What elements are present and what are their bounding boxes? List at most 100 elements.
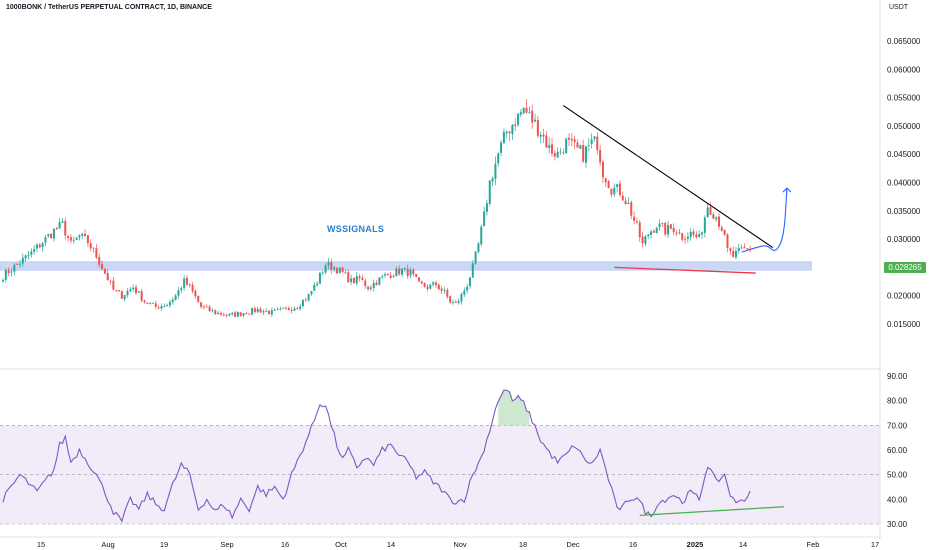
candle[interactable] xyxy=(621,191,624,201)
candle[interactable] xyxy=(350,274,353,285)
candle[interactable] xyxy=(635,217,638,225)
candle[interactable] xyxy=(471,260,474,278)
candle[interactable] xyxy=(24,254,27,262)
candle[interactable] xyxy=(132,284,135,292)
candle[interactable] xyxy=(106,269,109,281)
candle[interactable] xyxy=(174,293,177,301)
candle[interactable] xyxy=(692,228,695,239)
candle[interactable] xyxy=(672,223,675,236)
candle[interactable] xyxy=(508,131,511,141)
candle[interactable] xyxy=(593,135,596,142)
candle[interactable] xyxy=(290,307,293,314)
candle[interactable] xyxy=(154,300,157,310)
candle[interactable] xyxy=(253,306,256,314)
candle[interactable] xyxy=(630,200,633,220)
candle[interactable] xyxy=(548,137,551,154)
candle[interactable] xyxy=(466,283,469,294)
candle[interactable] xyxy=(395,266,398,277)
candle[interactable] xyxy=(726,233,729,253)
candle[interactable] xyxy=(78,234,81,241)
candle[interactable] xyxy=(208,305,211,313)
candle[interactable] xyxy=(378,276,381,286)
candle[interactable] xyxy=(296,306,299,310)
candle[interactable] xyxy=(604,178,607,187)
candle[interactable] xyxy=(485,199,488,216)
candle[interactable] xyxy=(545,131,548,148)
candle[interactable] xyxy=(205,304,208,308)
candle[interactable] xyxy=(367,285,370,291)
candle[interactable] xyxy=(89,239,92,252)
candle[interactable] xyxy=(160,303,163,311)
candle[interactable] xyxy=(519,109,522,118)
candle[interactable] xyxy=(607,179,610,189)
candle[interactable] xyxy=(355,272,358,286)
candle[interactable] xyxy=(647,233,650,240)
candle[interactable] xyxy=(118,289,121,293)
candle[interactable] xyxy=(225,313,228,318)
candle[interactable] xyxy=(559,147,562,155)
support-trendline[interactable] xyxy=(614,266,756,274)
candle[interactable] xyxy=(35,243,38,252)
candle[interactable] xyxy=(81,232,84,240)
candle[interactable] xyxy=(596,132,599,155)
candle[interactable] xyxy=(265,308,268,313)
candle[interactable] xyxy=(616,183,619,193)
candle[interactable] xyxy=(52,228,55,242)
candle[interactable] xyxy=(86,234,89,247)
candle[interactable] xyxy=(115,289,118,292)
candle[interactable] xyxy=(338,267,341,274)
candle[interactable] xyxy=(248,313,251,315)
candle[interactable] xyxy=(460,292,463,305)
candle[interactable] xyxy=(299,303,302,311)
candle[interactable] xyxy=(276,306,279,311)
candle[interactable] xyxy=(675,229,678,237)
candle[interactable] xyxy=(47,233,50,238)
candle[interactable] xyxy=(415,274,418,278)
candle[interactable] xyxy=(551,137,554,157)
candle[interactable] xyxy=(440,285,443,295)
candle[interactable] xyxy=(511,124,514,141)
candle[interactable] xyxy=(135,284,138,296)
candle[interactable] xyxy=(638,220,641,243)
candle[interactable] xyxy=(658,219,661,231)
candle[interactable] xyxy=(446,287,449,299)
candle[interactable] xyxy=(576,139,579,148)
candle[interactable] xyxy=(61,218,64,224)
candle[interactable] xyxy=(38,242,41,249)
candle[interactable] xyxy=(613,183,616,197)
candle[interactable] xyxy=(531,104,534,129)
candle[interactable] xyxy=(392,274,395,278)
candle[interactable] xyxy=(211,308,214,313)
candle[interactable] xyxy=(30,248,33,258)
candle[interactable] xyxy=(69,234,72,244)
candle[interactable] xyxy=(514,118,517,131)
candle[interactable] xyxy=(398,265,401,276)
candle[interactable] xyxy=(573,136,576,150)
candle[interactable] xyxy=(92,247,95,253)
candle[interactable] xyxy=(491,176,494,187)
candle[interactable] xyxy=(304,297,307,303)
candle[interactable] xyxy=(239,312,242,318)
projection-path[interactable] xyxy=(741,188,788,253)
candle[interactable] xyxy=(188,283,191,288)
candle[interactable] xyxy=(477,241,480,254)
candle[interactable] xyxy=(242,312,245,318)
candle[interactable] xyxy=(177,287,180,299)
candle[interactable] xyxy=(180,286,183,294)
candle[interactable] xyxy=(579,144,582,149)
candle[interactable] xyxy=(678,228,681,235)
candle[interactable] xyxy=(715,216,718,223)
candle[interactable] xyxy=(372,279,375,292)
candle[interactable] xyxy=(171,296,174,305)
candle[interactable] xyxy=(330,258,333,274)
candle[interactable] xyxy=(324,263,327,275)
candle[interactable] xyxy=(126,288,129,298)
candle[interactable] xyxy=(228,313,231,317)
candle[interactable] xyxy=(652,229,655,234)
candle[interactable] xyxy=(641,231,644,248)
candle[interactable] xyxy=(344,269,347,274)
candle[interactable] xyxy=(539,131,542,144)
candle[interactable] xyxy=(655,226,658,234)
candle[interactable] xyxy=(568,133,570,147)
candle[interactable] xyxy=(27,250,30,260)
